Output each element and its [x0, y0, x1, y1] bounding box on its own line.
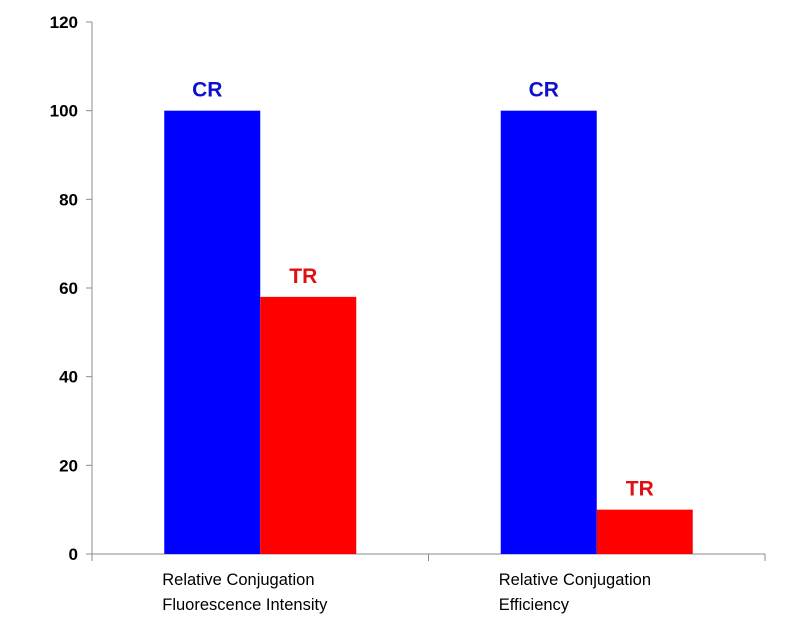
y-axis: 0 20 40 60 80 100 120: [50, 13, 93, 564]
category-label: Relative Conjugation: [499, 571, 651, 589]
bars: [164, 110, 693, 555]
y-tick-label: 120: [50, 13, 78, 32]
category-labels: Relative Conjugation Fluorescence Intensi…: [162, 571, 651, 614]
y-tick-label: 20: [59, 456, 78, 475]
bar-labels: CR TR CR TR: [192, 79, 654, 501]
y-tick-label: 80: [59, 190, 78, 209]
bar-cr: [500, 110, 597, 555]
y-tick-label: 60: [59, 279, 78, 298]
x-axis: [91, 553, 766, 561]
y-tick-label: 100: [50, 102, 78, 121]
bar-series-label: CR: [192, 79, 222, 102]
bar-cr: [164, 110, 261, 555]
bar-series-label: TR: [626, 478, 654, 501]
category-label: Relative Conjugation: [162, 571, 314, 589]
y-tick-label: 0: [69, 545, 78, 564]
bar-series-label: TR: [289, 265, 317, 288]
category-label: Fluorescence Intensity: [162, 596, 328, 614]
bar-tr: [260, 296, 357, 554]
y-tick-label: 40: [59, 368, 78, 387]
bar-series-label: CR: [529, 79, 559, 102]
bar-tr: [596, 509, 693, 554]
category-label: Efficiency: [499, 596, 570, 614]
